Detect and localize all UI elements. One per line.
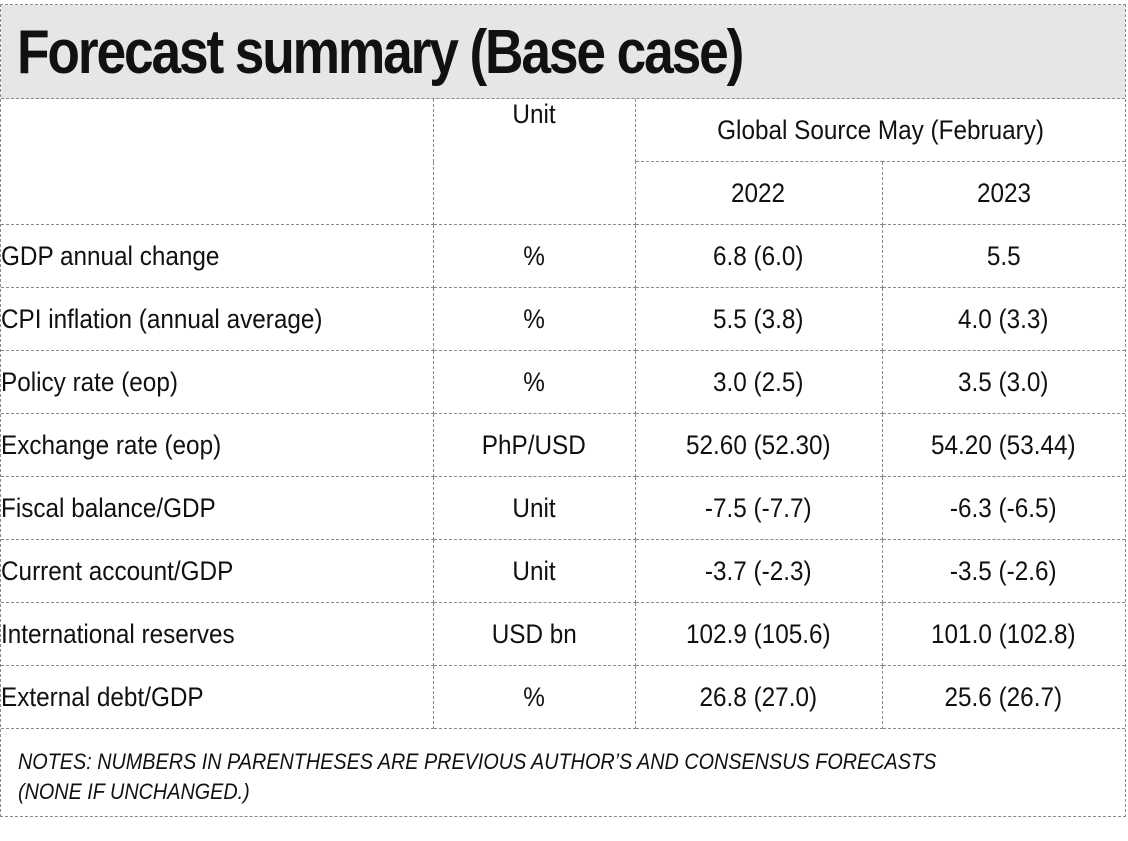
unit-cell-text: %	[523, 366, 545, 397]
header-row-years: 2022 2023	[1, 161, 1126, 225]
value-2022-cell: 6.8 (6.0)	[634, 224, 883, 288]
value-2022-cell-text: 102.9 (105.6)	[686, 618, 831, 649]
notes-line-1: NOTES: NUMBERS IN PARENTHESES ARE PREVIO…	[18, 749, 937, 774]
unit-cell: PhP/USD	[432, 413, 636, 477]
table-row: International reserves USD bn 102.9 (105.6…	[1, 602, 1126, 666]
value-2022-cell: -7.5 (-7.7)	[634, 476, 883, 540]
value-2023-cell: 4.0 (3.3)	[881, 287, 1126, 351]
value-2023-cell-text: 4.0 (3.3)	[958, 303, 1050, 334]
header-row-top: Unit Global Source May (February)	[1, 99, 1126, 225]
indicator-cell-text: International reserves	[1, 618, 235, 649]
indicator-cell: Policy rate (eop)	[1, 350, 434, 414]
unit-cell-text: USD bn	[491, 618, 577, 649]
indicator-cell: Fiscal balance/GDP	[1, 476, 434, 540]
unit-cell: Unit	[432, 476, 636, 540]
value-2023-cell: -3.5 (-2.6)	[881, 539, 1126, 603]
indicator-cell-text: Policy rate (eop)	[1, 366, 178, 397]
value-2023-cell-text: 101.0 (102.8)	[931, 618, 1077, 649]
notes: NOTES: NUMBERS IN PARENTHESES ARE PREVIO…	[18, 747, 999, 807]
indicator-cell: GDP annual change	[1, 224, 434, 288]
unit-cell-text: %	[523, 681, 545, 712]
value-2022-cell-text: 5.5 (3.8)	[713, 303, 804, 334]
forecast-table: Unit Global Source May (February) 2022 2…	[1, 99, 1126, 729]
header-year-2023: 2023	[881, 161, 1126, 225]
value-2022-cell: -3.7 (-2.3)	[634, 539, 883, 603]
title-bar: Forecast summary (Base case)	[1, 5, 1125, 99]
header-indicator-blank	[1, 99, 434, 225]
value-2022-cell-text: 3.0 (2.5)	[713, 366, 804, 397]
value-2023-cell: -6.3 (-6.5)	[881, 476, 1126, 540]
unit-cell-text: %	[523, 303, 545, 334]
value-2022-cell: 52.60 (52.30)	[634, 413, 883, 477]
value-2022-cell: 26.8 (27.0)	[634, 665, 883, 729]
header-unit: Unit	[432, 99, 636, 225]
indicator-cell: International reserves	[1, 602, 434, 666]
header-year-2022-label: 2022	[731, 177, 786, 208]
value-2023-cell-text: -3.5 (-2.6)	[950, 555, 1058, 586]
value-2022-cell-text: 26.8 (27.0)	[699, 681, 818, 712]
indicator-cell-text: GDP annual change	[1, 240, 220, 271]
unit-cell-text: Unit	[512, 555, 556, 586]
indicator-cell: Exchange rate (eop)	[1, 413, 434, 477]
unit-cell-text: %	[523, 240, 545, 271]
indicator-cell: CPI inflation (annual average)	[1, 287, 434, 351]
value-2023-cell: 101.0 (102.8)	[881, 602, 1126, 666]
table-row: Policy rate (eop)% 3.0 (2.5) 3.5 (3.0)	[1, 350, 1126, 414]
value-2022-cell-text: -3.7 (-2.3)	[705, 555, 812, 586]
unit-cell: %	[432, 665, 636, 729]
value-2023-cell: 54.20 (53.44)	[881, 413, 1126, 477]
value-2023-cell-text: 3.5 (3.0)	[958, 366, 1050, 397]
value-2023-cell-text: 25.6 (26.7)	[944, 681, 1063, 712]
indicator-cell-text: External debt/GDP	[1, 681, 204, 712]
value-2022-cell: 5.5 (3.8)	[634, 287, 883, 351]
unit-cell: %	[432, 224, 636, 288]
unit-cell: %	[432, 287, 636, 351]
value-2023-cell-text: -6.3 (-6.5)	[950, 492, 1058, 523]
table-row: External debt/GDP% 26.8 (27.0) 25.6 (26.7)	[1, 665, 1126, 729]
header-year-2023-label: 2023	[976, 177, 1031, 208]
indicator-cell-text: Exchange rate (eop)	[1, 429, 222, 460]
table-body: GDP annual change% 6.8 (6.0) 5.5 CPI inflat…	[1, 224, 1126, 729]
header-year-2022: 2022	[635, 161, 883, 225]
unit-cell: USD bn	[432, 602, 636, 666]
value-2023-cell: 3.5 (3.0)	[881, 350, 1126, 414]
unit-cell-text: PhP/USD	[481, 429, 586, 460]
header-group: Global Source May (February)	[634, 99, 1126, 162]
header-group-label: Global Source May (February)	[716, 114, 1044, 145]
value-2023-cell: 25.6 (26.7)	[881, 665, 1126, 729]
value-2022-cell-text: 6.8 (6.0)	[713, 240, 804, 271]
value-2022-cell: 102.9 (105.6)	[634, 602, 883, 666]
forecast-summary-table-card: Forecast summary (Base case) Unit Global…	[0, 4, 1126, 817]
value-2023-cell-text: 54.20 (53.44)	[931, 429, 1077, 460]
unit-cell: %	[432, 350, 636, 414]
table-row: Fiscal balance/GDP Unit -7.5 (-7.7) -6.3 (-…	[1, 476, 1126, 540]
header-unit-label: Unit	[512, 99, 556, 129]
value-2022-cell-text: -7.5 (-7.7)	[705, 492, 812, 523]
table-row: Current account/GDP Unit -3.7 (-2.3) -3.5 (…	[1, 539, 1126, 603]
value-2023-cell: 5.5	[881, 224, 1126, 288]
indicator-cell: External debt/GDP	[1, 665, 434, 729]
value-2022-cell: 3.0 (2.5)	[634, 350, 883, 414]
indicator-cell-text: CPI inflation (annual average)	[1, 303, 323, 334]
page-title: Forecast summary (Base case)	[17, 18, 744, 87]
table-row: Exchange rate (eop) PhP/USD 52.60 (52.30) 5…	[1, 413, 1126, 477]
value-2022-cell-text: 52.60 (52.30)	[686, 429, 831, 460]
notes-line-2: (NONE IF UNCHANGED.)	[18, 779, 250, 804]
table-row: GDP annual change% 6.8 (6.0) 5.5	[1, 224, 1126, 288]
indicator-cell-text: Fiscal balance/GDP	[1, 492, 216, 523]
unit-cell: Unit	[432, 539, 636, 603]
unit-cell-text: Unit	[512, 492, 556, 523]
value-2023-cell-text: 5.5	[986, 240, 1021, 271]
table-row: CPI inflation (annual average)% 5.5 (3.8)…	[1, 287, 1126, 351]
indicator-cell-text: Current account/GDP	[1, 555, 234, 586]
indicator-cell: Current account/GDP	[1, 539, 434, 603]
